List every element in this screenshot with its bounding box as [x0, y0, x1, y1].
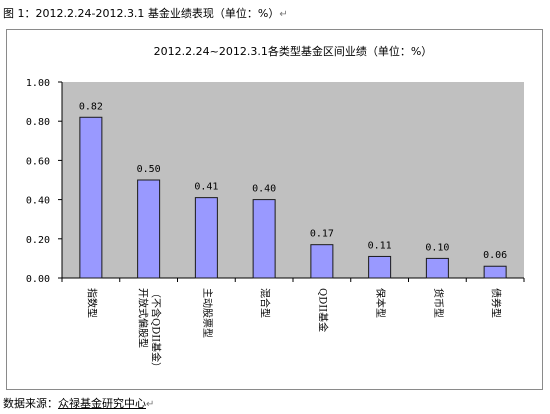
category-label: （不含QDII基金）: [150, 288, 163, 372]
category-label: 货币型: [432, 288, 445, 318]
data-label: 0.11: [368, 240, 392, 251]
y-tick-label: 1.00: [26, 78, 50, 89]
category-label: 保本型: [374, 288, 387, 318]
return-mark: ↵: [146, 399, 155, 410]
source-label: 数据来源：: [3, 397, 58, 410]
y-tick-label: 0.60: [26, 156, 50, 167]
data-label: 0.17: [310, 229, 334, 240]
category-label: 债券型: [490, 288, 503, 318]
category-label: 指数型: [85, 288, 98, 318]
source-name: 众禄基金研究中心: [58, 397, 146, 410]
data-label: 0.10: [425, 242, 449, 253]
bar: [425, 257, 449, 279]
category-label: 开放式偏股型: [137, 288, 150, 348]
data-source: 数据来源：众禄基金研究中心↵: [3, 395, 154, 411]
return-mark: ↵: [279, 9, 288, 20]
bar: [137, 179, 161, 279]
bar: [368, 255, 392, 279]
data-label: 0.50: [137, 164, 161, 175]
data-label: 0.40: [252, 184, 276, 195]
y-tick-label: 0.80: [26, 117, 50, 128]
figure-caption: 图 1：2012.2.24-2012.3.1 基金业绩表现（单位：%）↵: [3, 5, 288, 21]
data-label: 0.82: [79, 101, 103, 112]
data-label: 0.06: [483, 250, 507, 261]
data-label: 0.41: [194, 182, 218, 193]
bar: [194, 197, 218, 279]
y-tick-label: 0.20: [26, 235, 50, 246]
bar: [310, 244, 334, 279]
category-label: 混合型: [259, 288, 272, 318]
bar: [79, 116, 103, 279]
bar: [252, 199, 276, 279]
plot-area: [62, 82, 524, 278]
y-tick-label: 0.40: [26, 196, 50, 207]
chart-title: 2012.2.24~2012.3.1各类型基金区间业绩（单位：%）: [154, 44, 433, 58]
bar: [483, 265, 507, 279]
category-label: QDII基金: [316, 288, 329, 332]
category-label: 主动股票型: [201, 288, 214, 338]
caption-text: 图 1：2012.2.24-2012.3.1 基金业绩表现（单位：%）: [3, 7, 280, 20]
y-tick-label: 0.00: [26, 274, 50, 285]
